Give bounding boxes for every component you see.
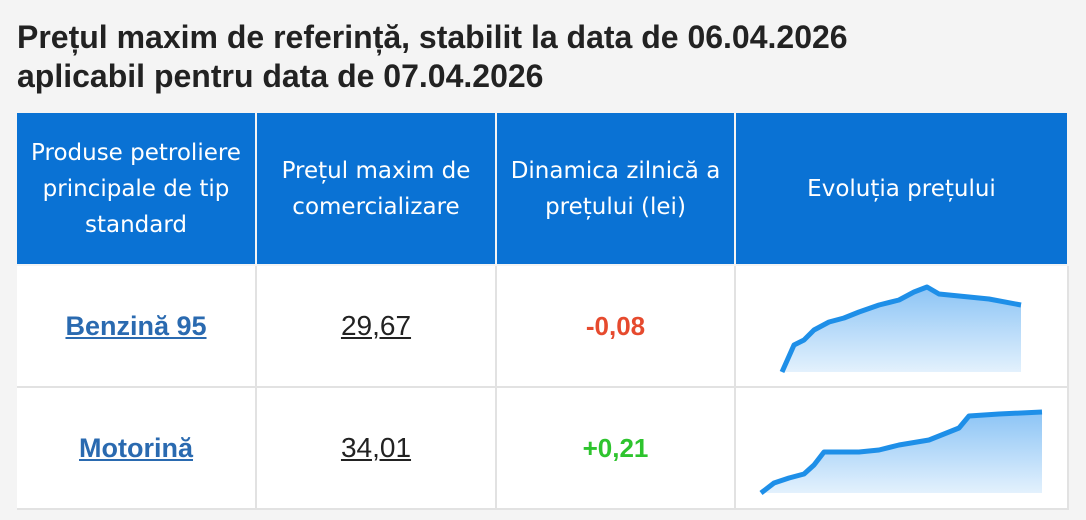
sparkline-line bbox=[759, 409, 1043, 495]
price-table: Produse petroliere principale de tip sta… bbox=[17, 113, 1069, 510]
daily-change: +0,21 bbox=[582, 432, 649, 463]
price-link[interactable]: 29,67 bbox=[340, 310, 412, 341]
product-link[interactable]: Benzină 95 bbox=[65, 310, 207, 341]
title-line: Prețul maxim de referință, stabilit la d… bbox=[17, 19, 848, 55]
price-cell: 29,67 bbox=[257, 266, 497, 388]
sparkline-line bbox=[779, 284, 1022, 374]
price-link[interactable]: 34,01 bbox=[340, 432, 412, 463]
title-line: aplicabil pentru data de 07.04.2026 bbox=[17, 58, 544, 94]
change-cell: -0,08 bbox=[497, 266, 736, 388]
title: Prețul maxim de referință, stabilit la d… bbox=[17, 18, 848, 96]
sparkline-area bbox=[782, 287, 1021, 372]
sparkline-area bbox=[761, 412, 1042, 493]
price-cell: 34,01 bbox=[257, 388, 497, 510]
sparkline-cell bbox=[736, 266, 1069, 388]
column-header: Evoluția prețului bbox=[736, 113, 1069, 266]
sparkline bbox=[779, 284, 1022, 374]
column-header: Produse petroliere principale de tip sta… bbox=[17, 113, 257, 266]
sparkline-cell bbox=[736, 388, 1069, 510]
sparkline bbox=[759, 409, 1043, 495]
change-cell: +0,21 bbox=[497, 388, 736, 510]
daily-change: -0,08 bbox=[585, 310, 646, 341]
header-row: Produse petroliere principale de tip sta… bbox=[17, 113, 1069, 266]
product-link[interactable]: Motorină bbox=[79, 432, 193, 463]
column-header: Prețul maxim de comercializare bbox=[257, 113, 497, 266]
product-cell: Benzină 95 bbox=[17, 266, 257, 388]
product-cell: Motorină bbox=[17, 388, 257, 510]
table-row: Motorină 34,01 +0,21 bbox=[17, 388, 1069, 510]
column-header: Dinamica zilnică a prețului (lei) bbox=[497, 113, 736, 266]
table-row: Benzină 95 29,67 -0,08 bbox=[17, 266, 1069, 388]
